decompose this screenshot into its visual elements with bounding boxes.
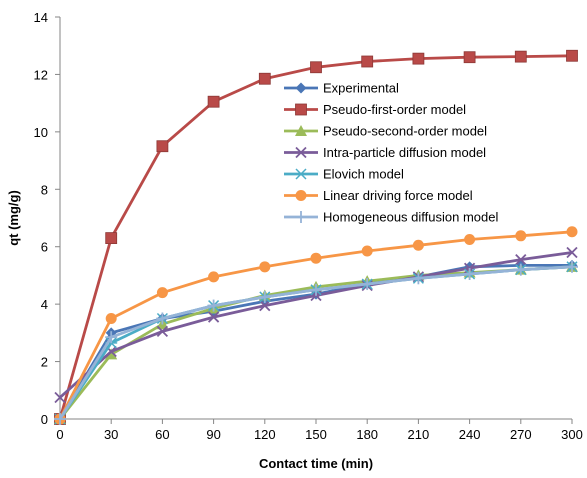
legend-item-1: Pseudo-first-order model: [284, 102, 466, 117]
legend-item-5: Linear driving force model: [284, 188, 473, 203]
data-point: [361, 245, 373, 257]
y-axis-title: qt (mg/g): [6, 190, 21, 246]
data-point: [258, 72, 271, 85]
y-tick-label: 2: [41, 355, 48, 370]
legend-label: Pseudo-first-order model: [323, 102, 466, 117]
legend-item-4: Elovich model: [284, 167, 404, 182]
data-point: [412, 52, 425, 65]
data-point: [54, 413, 66, 425]
y-tick-label: 0: [41, 412, 48, 427]
data-point: [515, 253, 527, 266]
series-5: [54, 226, 578, 425]
legend-swatch-marker: [295, 82, 307, 94]
legend-swatch-marker: [295, 190, 307, 201]
data-point: [156, 312, 169, 325]
data-point: [156, 287, 168, 299]
y-tick-label: 4: [41, 297, 48, 312]
data-point: [515, 230, 527, 242]
x-tick-label: 270: [510, 427, 532, 442]
data-point: [463, 51, 476, 64]
data-point: [310, 61, 322, 74]
data-point: [463, 267, 476, 280]
data-point: [566, 260, 578, 273]
legend-swatch-marker: [295, 211, 307, 223]
legend-item-0: Experimental: [284, 81, 399, 96]
y-tick-label: 14: [34, 10, 48, 25]
legend-label: Pseudo-second-order model: [323, 124, 487, 139]
legend-item-3: Intra-particle diffusion model: [284, 145, 486, 160]
data-point: [208, 271, 220, 283]
data-point: [310, 252, 322, 264]
data-point: [566, 49, 578, 62]
legend-swatch-marker: [295, 146, 307, 159]
data-point: [207, 95, 220, 108]
data-point: [207, 299, 220, 312]
data-point: [566, 246, 578, 259]
x-tick-label: 210: [408, 427, 430, 442]
data-point: [566, 226, 578, 238]
x-tick-label: 90: [206, 427, 220, 442]
data-point: [361, 55, 374, 68]
data-point: [105, 348, 118, 360]
y-tick-label: 10: [34, 125, 48, 140]
y-tick-label: 12: [34, 67, 48, 82]
data-point: [412, 239, 424, 251]
series-1: [54, 49, 578, 425]
legend-swatch-marker: [295, 168, 307, 180]
data-point: [105, 331, 118, 344]
x-axis-title: Contact time (min): [259, 456, 373, 471]
data-point: [259, 299, 271, 312]
data-point: [361, 278, 374, 291]
legend-label: Elovich model: [323, 167, 404, 182]
data-point: [514, 50, 527, 63]
x-tick-label: 60: [155, 427, 169, 442]
x-tick-label: 180: [356, 427, 378, 442]
data-point: [258, 290, 271, 303]
data-point: [207, 311, 220, 323]
legend-swatch-marker: [295, 125, 307, 136]
x-tick-label: 0: [56, 427, 63, 442]
x-tick-label: 150: [305, 427, 327, 442]
series-layer: [54, 49, 578, 425]
data-point: [310, 283, 322, 296]
data-point: [156, 325, 169, 338]
legend-swatch-marker: [295, 103, 307, 116]
data-point: [412, 272, 425, 285]
data-point: [514, 263, 527, 276]
x-tick-label: 240: [459, 427, 481, 442]
legend-label: Intra-particle diffusion model: [323, 145, 486, 160]
axes: 0 2 4 6 8 10 12 14 0 30 60 90 120 150 180 210 240 270 300: [34, 10, 583, 442]
data-point: [156, 140, 169, 153]
x-tick-label: 120: [254, 427, 276, 442]
data-point: [259, 261, 271, 273]
series-6: [54, 260, 578, 425]
legend-label: Experimental: [323, 81, 399, 96]
legend-item-6: Homogeneous diffusion model: [284, 210, 498, 225]
data-point: [105, 232, 118, 245]
data-point: [464, 234, 476, 246]
legend-label: Linear driving force model: [323, 188, 473, 203]
data-point: [105, 313, 117, 324]
legend-label: Homogeneous diffusion model: [323, 210, 498, 225]
y-tick-label: 6: [41, 240, 48, 255]
legend: Experimental Pseudo-first-order model Pseu…: [284, 81, 498, 225]
x-tick-label: 300: [561, 427, 583, 442]
x-tick-label: 30: [104, 427, 118, 442]
data-point: [54, 391, 66, 404]
legend-item-2: Pseudo-second-order model: [284, 124, 487, 139]
y-tick-label: 8: [41, 182, 48, 197]
